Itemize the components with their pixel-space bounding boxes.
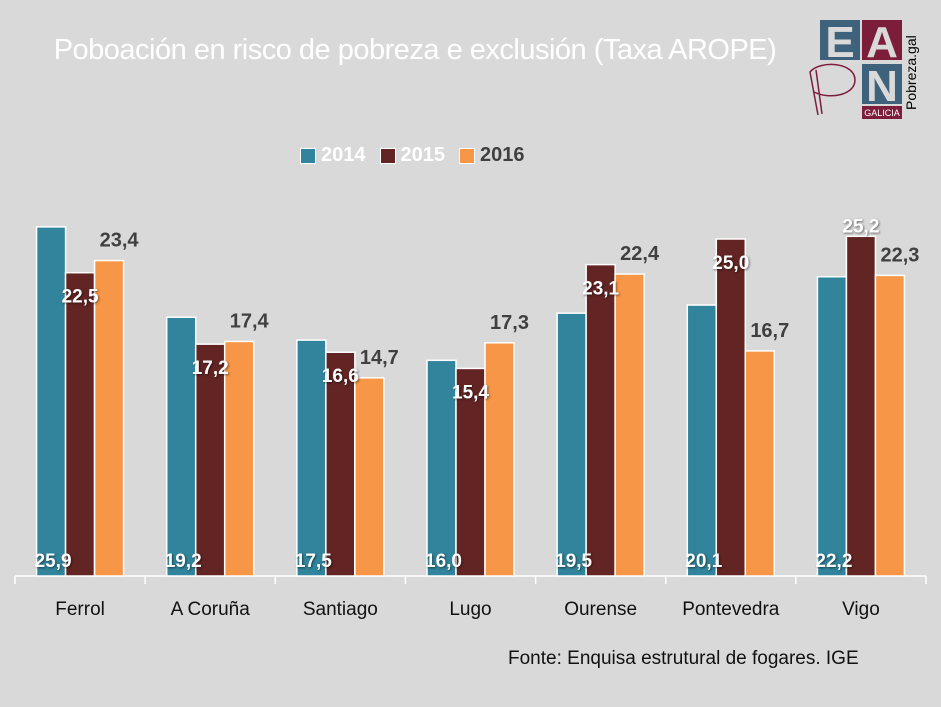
bar-2016-1 xyxy=(223,340,255,577)
logo-a-letter: A xyxy=(866,18,898,67)
source-note: Fonte: Enquisa estrutural de fogares. IG… xyxy=(508,648,859,669)
data-label-2015: 23,1 xyxy=(582,279,619,300)
category-label: Santiago xyxy=(303,599,378,620)
bar-2015-6 xyxy=(845,235,877,577)
bar-2015-3 xyxy=(455,367,486,577)
bar-2015-0 xyxy=(64,271,96,577)
bar-2016-6 xyxy=(874,274,906,577)
category-label: Lugo xyxy=(449,599,491,620)
bar-2015-1 xyxy=(194,343,226,577)
bar-2016-2 xyxy=(354,377,385,577)
category-label: Ferrol xyxy=(55,599,105,620)
data-label-2016: 17,4 xyxy=(230,310,270,332)
legend-label-2016: 2016 xyxy=(480,144,525,166)
legend-item-2016: 2016 xyxy=(459,144,525,167)
logo-a-block xyxy=(862,20,902,60)
data-label-2014: 19,5 xyxy=(555,551,592,572)
eapn-logo: E A N GALICIA Pobreza.gal xyxy=(809,18,919,119)
data-label-2015: 15,4 xyxy=(452,382,489,403)
bar-2016-5 xyxy=(744,350,776,577)
data-label-2015: 25,2 xyxy=(842,216,879,237)
data-label-2014: 22,2 xyxy=(815,551,852,572)
data-label-2014: 20,1 xyxy=(685,551,722,572)
data-label-2015: 25,0 xyxy=(712,253,749,274)
data-label-2014: 25,9 xyxy=(35,551,72,572)
data-label-2016: 22,4 xyxy=(620,243,660,265)
legend: 2014 2015 2016 xyxy=(300,144,525,167)
logo-site-text: Pobreza.gal xyxy=(903,35,919,110)
category-label: A Coruña xyxy=(171,599,251,620)
logo-badge-text: GALICIA xyxy=(864,108,900,118)
category-label: Ourense xyxy=(564,599,637,620)
legend-label-2014: 2014 xyxy=(321,144,366,166)
bar-2014-5 xyxy=(686,304,718,577)
data-label-2016: 17,3 xyxy=(490,312,529,334)
chart-title: Poboación en risco de pobreza e exclusió… xyxy=(53,34,777,66)
legend-swatch-2014 xyxy=(300,147,316,164)
bar-2014-1 xyxy=(165,316,197,577)
bar-2014-3 xyxy=(426,359,457,577)
data-label-2015: 22,5 xyxy=(62,287,99,308)
bar-2015-4 xyxy=(585,263,616,577)
logo-n-block xyxy=(862,64,902,104)
data-label-2014: 17,5 xyxy=(295,551,332,572)
legend-item-2015: 2015 xyxy=(379,144,446,167)
bar-2014-0 xyxy=(35,226,67,577)
data-label-2014: 19,2 xyxy=(165,551,202,572)
legend-label-2015: 2015 xyxy=(400,144,446,166)
logo-p-scribble xyxy=(809,63,856,116)
logo-e-block xyxy=(820,20,860,60)
bar-2014-6 xyxy=(816,275,848,577)
data-label-2016: 23,4 xyxy=(100,230,140,252)
bar-2016-4 xyxy=(614,273,645,577)
data-label-2016: 16,7 xyxy=(750,320,789,342)
category-label: Pontevedra xyxy=(682,599,780,620)
logo-n-letter: N xyxy=(866,62,898,111)
category-label: Vigo xyxy=(842,599,880,620)
data-label-2015: 17,2 xyxy=(192,358,229,379)
data-label-2016: 22,3 xyxy=(880,244,919,266)
data-label-2015: 16,6 xyxy=(322,366,359,387)
bar-2015-5 xyxy=(715,238,747,577)
data-label-2014: 16,0 xyxy=(425,551,462,572)
logo-badge xyxy=(862,106,902,119)
logo-e-letter: E xyxy=(825,18,854,67)
legend-swatch-2015 xyxy=(379,147,396,164)
bar-2015-2 xyxy=(325,351,356,577)
data-label-2016: 14,7 xyxy=(360,347,399,369)
legend-swatch-2016 xyxy=(459,147,475,164)
bar-2014-4 xyxy=(556,312,587,577)
bar-2016-0 xyxy=(93,259,125,577)
bar-2016-3 xyxy=(484,342,515,577)
legend-item-2014: 2014 xyxy=(300,144,366,167)
